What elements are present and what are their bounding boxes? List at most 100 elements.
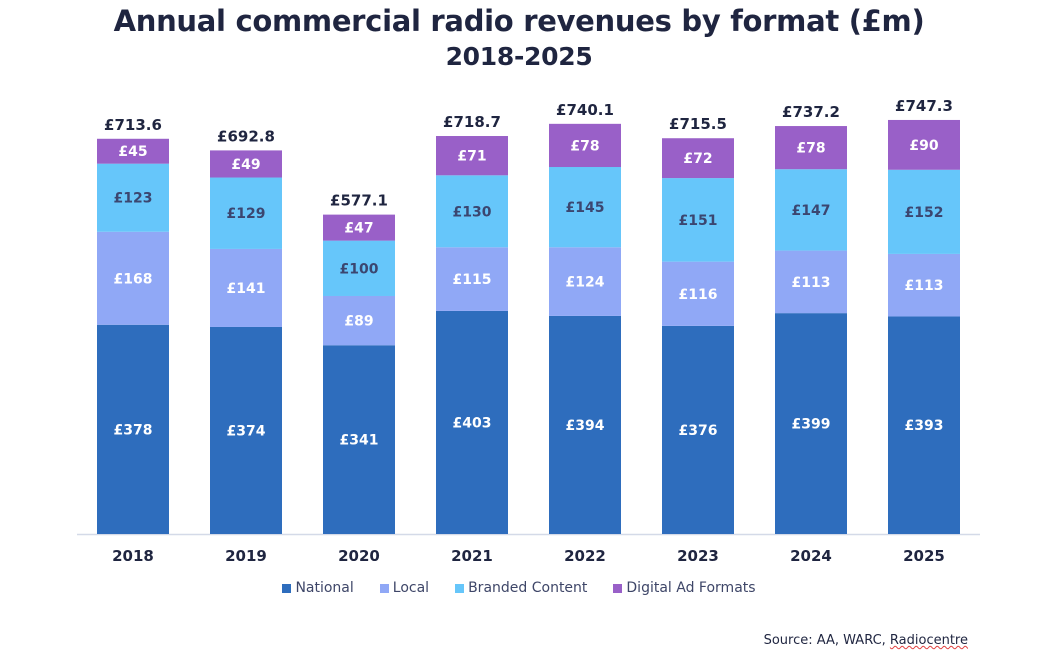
bar-segment-digital-ad-formats <box>97 138 169 164</box>
legend-swatch <box>455 583 465 593</box>
segment-label-local: £113 <box>905 278 944 294</box>
bar-segment-local <box>323 295 395 346</box>
x-tick-label: 2023 <box>677 547 719 565</box>
legend-label: Local <box>392 580 430 596</box>
bar-segment-local <box>775 250 847 314</box>
bar-group-2025: £393 £113 £152 £90 £747.3 <box>888 97 960 534</box>
bar-group-2024: £399 £113 £147 £78 £737.2 <box>775 103 847 534</box>
bar-group-2019: £374 £141 £129 £49 £692.8 <box>210 127 282 534</box>
x-tick-label: 2024 <box>790 547 832 565</box>
x-tick-label: 2025 <box>903 547 945 565</box>
bar-segment-digital-ad-formats <box>323 214 395 241</box>
segment-label-national: £376 <box>679 423 718 439</box>
legend-item-national: National <box>282 580 354 596</box>
segment-label-national: £393 <box>905 418 944 434</box>
segment-label-branded-content: £145 <box>566 200 605 216</box>
segment-label-digital-ad-formats: £90 <box>909 138 938 154</box>
legend-swatch <box>282 583 292 593</box>
segment-label-local: £113 <box>792 275 831 291</box>
total-label: £740.1 <box>556 101 614 119</box>
segment-label-local: £124 <box>566 275 605 291</box>
bar-segment-national <box>97 324 169 534</box>
legend-swatch <box>613 583 623 593</box>
bar-segment-digital-ad-formats <box>210 150 282 178</box>
bar-segment-local <box>549 247 621 316</box>
bar-segment-branded-content <box>775 169 847 251</box>
total-label: £713.6 <box>104 116 162 134</box>
total-label: £715.5 <box>669 115 727 133</box>
segment-label-digital-ad-formats: £72 <box>683 151 712 167</box>
bar-segment-digital-ad-formats <box>888 119 960 170</box>
bar-group-2020: £341 £89 £100 £47 £577.1 <box>323 192 395 534</box>
segment-label-digital-ad-formats: £71 <box>457 149 486 165</box>
bar-segment-local <box>888 253 960 317</box>
bar-group-2023: £376 £116 £151 £72 £715.5 <box>662 115 734 534</box>
bar-segment-branded-content <box>888 169 960 254</box>
total-label: £692.8 <box>217 127 275 145</box>
legend: National Local Branded Content Digital Ad F… <box>0 580 1038 596</box>
x-tick-label: 2022 <box>564 547 606 565</box>
legend-item-digital-ad-formats: Digital Ad Formats <box>613 580 756 596</box>
segment-label-digital-ad-formats: £78 <box>796 141 825 157</box>
bar-segment-national <box>662 325 734 534</box>
segment-label-digital-ad-formats: £47 <box>344 221 373 237</box>
legend-swatch <box>379 583 389 593</box>
segment-label-local: £115 <box>453 272 492 288</box>
bar-segment-local <box>436 247 508 311</box>
segment-label-national: £341 <box>340 433 379 449</box>
segment-label-national: £399 <box>792 417 831 433</box>
legend-label: Branded Content <box>468 580 588 596</box>
bar-segment-national <box>436 310 508 534</box>
x-tick-label: 2021 <box>451 547 493 565</box>
segment-label-branded-content: £151 <box>679 213 718 229</box>
x-tick-label: 2018 <box>112 547 154 565</box>
segment-label-national: £374 <box>227 423 266 439</box>
segment-label-digital-ad-formats: £45 <box>118 144 147 160</box>
bar-segment-national <box>549 315 621 534</box>
segment-label-branded-content: £129 <box>227 206 266 222</box>
segment-label-national: £403 <box>453 415 492 431</box>
bar-segment-digital-ad-formats <box>775 126 847 170</box>
segment-label-local: £141 <box>227 281 266 297</box>
source-radiocentre: Radiocentre <box>889 633 968 648</box>
segment-label-local: £116 <box>679 287 718 303</box>
x-tick-label: 2020 <box>338 547 380 565</box>
legend-item-branded-content: Branded Content <box>455 580 587 596</box>
total-label: £737.2 <box>782 103 840 121</box>
segment-label-local: £89 <box>344 314 373 330</box>
bar-segment-national <box>775 313 847 534</box>
x-tick-label: 2019 <box>225 547 267 565</box>
legend-item-local: Local <box>379 580 430 596</box>
segment-label-national: £394 <box>566 418 605 434</box>
segment-label-national: £378 <box>114 422 153 438</box>
bar-group-2021: £403 £115 £130 £71 £718.7 <box>436 113 508 534</box>
bar-segment-branded-content <box>549 167 621 248</box>
bar-segment-digital-ad-formats <box>436 136 508 176</box>
bar-segment-branded-content <box>97 163 169 232</box>
segment-label-digital-ad-formats: £49 <box>231 157 260 173</box>
total-label: £718.7 <box>443 113 501 131</box>
bar-segment-national <box>888 316 960 534</box>
segment-label-branded-content: £152 <box>905 205 944 221</box>
bar-segment-branded-content <box>323 240 395 296</box>
bar-segment-local <box>97 231 169 325</box>
chart-subtitle: 2018-2025 <box>445 42 593 71</box>
bar-group-2022: £394 £124 £145 £78 £740.1 <box>549 101 621 534</box>
bar-segment-branded-content <box>210 177 282 249</box>
segment-label-digital-ad-formats: £78 <box>570 138 599 154</box>
legend-label: National <box>295 580 354 596</box>
chart-title: Annual commercial radio revenues by form… <box>113 4 925 38</box>
segment-label-branded-content: £147 <box>792 203 831 219</box>
bar-segment-digital-ad-formats <box>662 138 734 179</box>
bar-segment-local <box>210 248 282 327</box>
bar-group-2018: £378 £168 £123 £45 £713.6 <box>97 116 169 534</box>
bar-segment-branded-content <box>436 175 508 248</box>
source-prefix: Source: AA, WARC, <box>763 633 890 648</box>
segment-label-branded-content: £100 <box>340 261 379 277</box>
bar-segment-branded-content <box>662 178 734 262</box>
bar-segment-national <box>210 326 282 534</box>
source-note: Source: AA, WARC, Radiocentre <box>764 633 968 648</box>
total-label: £747.3 <box>895 97 953 115</box>
bar-segment-national <box>323 345 395 534</box>
